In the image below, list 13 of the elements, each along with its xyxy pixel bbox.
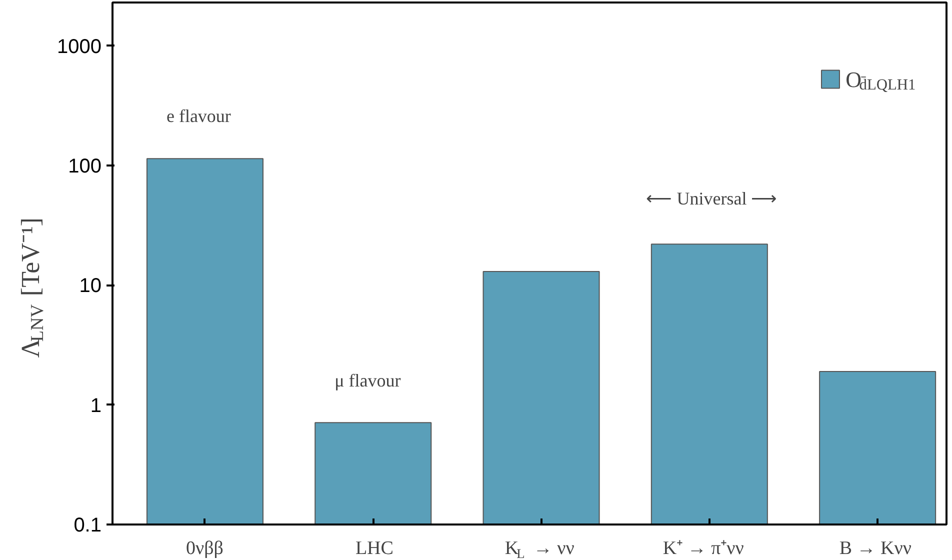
- y-tick-label: 0.1: [74, 514, 102, 536]
- x-tick-label: K⁺ → π⁺νν: [662, 538, 744, 559]
- annotation: ⟵ Universal ⟶: [646, 188, 778, 208]
- y-tick-label: 100: [68, 155, 102, 178]
- y-tick-label: 1: [90, 394, 102, 417]
- y-tick-label: 1000: [57, 36, 102, 58]
- annotation: e flavour: [166, 106, 231, 126]
- x-tick-label: 0νββ: [186, 538, 224, 559]
- x-tick-label: B → Kνν: [839, 538, 912, 559]
- y-axis-title: ΛLNV [TeV⁻¹]: [16, 218, 47, 358]
- x-tick-label: LHC: [355, 538, 394, 559]
- y-tick-label: 10: [79, 275, 102, 298]
- annotation: μ flavour: [334, 370, 401, 390]
